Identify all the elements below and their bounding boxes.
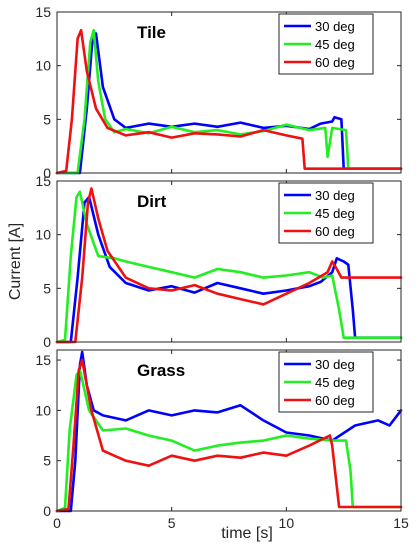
x-axis-label: time [s]	[221, 525, 273, 542]
legend-label: 30 deg	[315, 188, 355, 203]
legend-label: 45 deg	[315, 375, 355, 390]
y-tick-label: 15	[35, 173, 51, 189]
y-tick-label: 0	[43, 334, 51, 350]
y-tick-label: 10	[35, 227, 51, 243]
y-tick-label: 5	[43, 111, 51, 127]
axis-frame	[56, 180, 402, 343]
legend: 30 deg 45 deg 60 deg	[278, 13, 374, 75]
legend-label: 30 deg	[315, 19, 355, 34]
y-tick-label: 0	[43, 503, 51, 519]
panel-title: Dirt	[137, 192, 167, 211]
series-line-60-deg	[55, 28, 403, 175]
series-line-30-deg	[55, 350, 403, 513]
y-tick-label: 5	[43, 280, 51, 296]
axis-frame	[56, 11, 402, 174]
legend-label: 45 deg	[315, 37, 355, 52]
series-line-60-deg	[55, 187, 403, 344]
x-tick-label: 10	[279, 515, 295, 531]
x-tick-label: 15	[393, 515, 409, 531]
y-tick-label: 0	[43, 165, 51, 181]
legend-label: 30 deg	[315, 357, 355, 372]
legend-label: 60 deg	[315, 55, 355, 70]
y-tick-label: 10	[35, 58, 51, 74]
series-line-45-deg	[55, 190, 403, 344]
y-axis-label: Current [A]	[7, 223, 24, 300]
panels-group: 0 5 10 15 Tile 30 deg 45 deg 60 deg 0 5 10 15 Dirt 30…	[35, 4, 409, 531]
axis-frame	[56, 349, 402, 512]
x-tick-label: 0	[53, 515, 61, 531]
y-tick-label: 15	[35, 4, 51, 20]
panel-grass: 0 5 10 15 0 5 10 15 Grass 30 deg 45 deg 60 deg	[35, 349, 409, 531]
x-tick-label: 5	[168, 515, 176, 531]
legend: 30 deg 45 deg 60 deg	[278, 351, 374, 413]
y-tick-label: 15	[35, 352, 51, 368]
panel-title: Grass	[137, 361, 185, 380]
legend: 30 deg 45 deg 60 deg	[278, 182, 374, 244]
legend-label: 60 deg	[315, 224, 355, 239]
legend-label: 45 deg	[315, 206, 355, 221]
panel-tile: 0 5 10 15 Tile 30 deg 45 deg 60 deg	[35, 4, 403, 181]
y-tick-label: 10	[35, 402, 51, 418]
legend-label: 60 deg	[315, 393, 355, 408]
panel-title: Tile	[137, 23, 166, 42]
panel-dirt: 0 5 10 15 Dirt 30 deg 45 deg 60 deg	[35, 173, 403, 350]
series-line-60-deg	[55, 358, 403, 513]
y-tick-label: 5	[43, 453, 51, 469]
